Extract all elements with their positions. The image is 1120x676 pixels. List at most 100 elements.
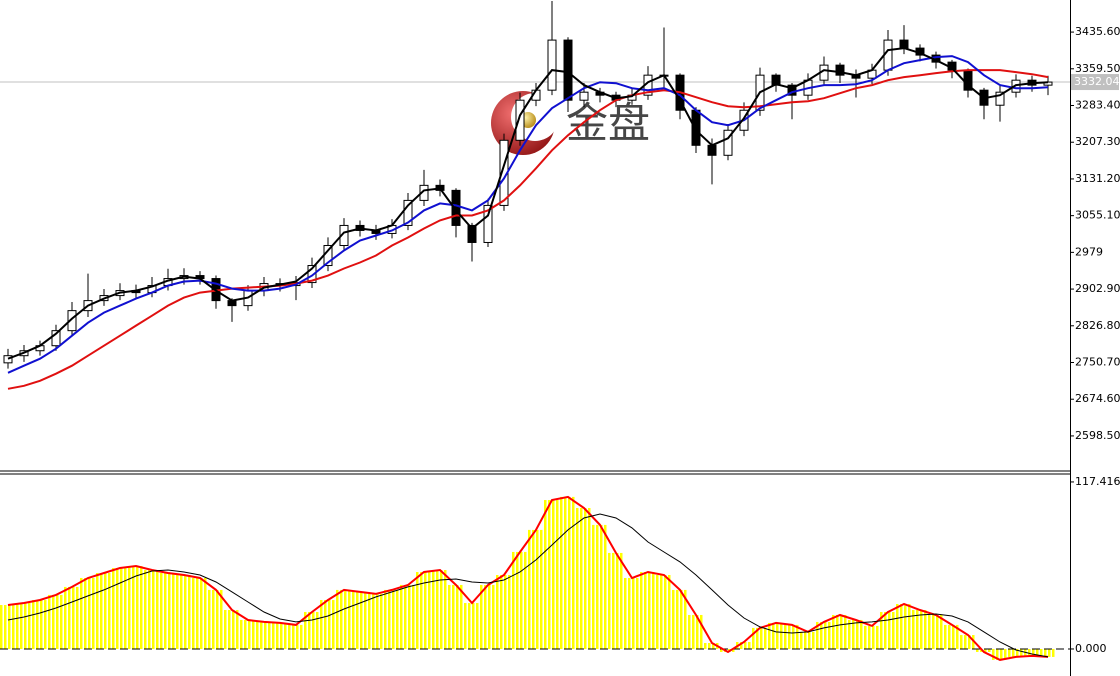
histogram-bar [64,586,80,649]
histogram-bar [624,577,640,649]
candle-body [67,310,77,332]
histogram-bar [928,614,944,649]
histogram-bar [32,600,48,649]
moving-average [7,47,1049,360]
histogram-bar [288,624,304,649]
candle-body [579,91,589,101]
histogram-bar [672,589,688,649]
histogram-bar [656,575,672,649]
histogram-bar [176,575,192,649]
candle-body [3,355,13,364]
candle-body [723,129,733,156]
y-tick-label: 2674.60 [1075,392,1120,405]
candle-body [451,189,461,226]
y-tick-label: 0.000 [1075,642,1107,655]
histogram-bar [992,648,1008,660]
histogram-bar [16,603,32,649]
candle-body [403,199,413,226]
candle-body [547,39,557,91]
histogram-bar [576,507,592,649]
histogram-bar [304,611,320,649]
histogram-bar [832,614,848,649]
histogram-bar [144,570,160,649]
candle-body [899,39,909,49]
histogram-bar [752,627,768,649]
histogram-bar [864,625,880,649]
histogram-bar [96,573,112,649]
histogram-bar [48,594,64,649]
histogram-bar [704,642,720,649]
y-tick-label: 3435.60 [1075,25,1120,38]
histogram-bar [1040,648,1056,657]
histogram-bar [464,603,480,649]
y-tick-label: 2979 [1075,245,1103,258]
candle-body [707,144,717,156]
histogram-bar [224,609,240,649]
histogram-bar [592,524,608,649]
moving-average [7,69,1049,390]
candle-body [467,224,477,243]
y-tick-label: 3055.10 [1075,209,1120,222]
histogram-bar [0,605,16,649]
histogram-bar [976,648,992,652]
histogram-bar [1024,648,1040,656]
histogram-bar [720,648,736,652]
histogram-bar [432,570,448,649]
current-price-label: 3332.04 [1074,75,1120,88]
histogram-bar [880,611,896,649]
candle-body [787,84,797,96]
y-tick-label: 3283.40 [1075,99,1120,112]
histogram-bar [160,573,176,649]
y-tick-label: 3359.50 [1075,62,1120,75]
candle-body [1043,81,1053,86]
histogram-bar [192,577,208,649]
y-tick-label: 2598.50 [1075,429,1120,442]
histogram-bar [528,529,544,649]
candle-body [691,109,701,146]
histogram-bar [112,568,128,649]
y-tick-label: 117.416 [1075,475,1120,488]
y-tick-label: 2750.70 [1075,356,1120,369]
candle-body [835,64,845,76]
histogram-bar [448,584,464,649]
y-tick-label: 3131.20 [1075,172,1120,185]
histogram-bar [784,624,800,649]
histogram-bar [736,642,752,649]
histogram-bar [1008,648,1024,657]
histogram-bar [256,621,272,649]
histogram-bar [512,551,528,649]
histogram-bar [944,624,960,649]
histogram-bar [368,593,384,649]
candle-body [563,39,573,101]
histogram-bar [384,589,400,649]
histogram-bar [688,614,704,649]
histogram-outline [7,495,1049,661]
histogram-bar [128,566,144,649]
histogram-bar [496,575,512,649]
histogram-bar [480,584,496,649]
y-tick-label: 2826.80 [1075,319,1120,332]
candle-body [483,204,493,243]
histogram-bar [352,591,368,649]
watermark-text: 金盘 [566,99,650,148]
histogram-bar [208,589,224,649]
y-tick-label: 2902.90 [1075,282,1120,295]
candle-body [51,330,61,347]
histogram-bar [400,584,416,649]
histogram-bar [640,572,656,649]
y-tick-label: 3207.30 [1075,135,1120,148]
current-price-box [1071,74,1119,91]
histogram-bar [320,600,336,649]
histogram-bar [416,572,432,649]
histogram-bar [544,500,560,649]
candle-body [339,224,349,247]
histogram-bar [896,604,912,649]
histogram-bar [336,589,352,649]
candle-body [995,91,1005,106]
candle-body [515,99,525,141]
histogram-bar [80,577,96,649]
histogram-bar [240,619,256,649]
histogram-bar [768,622,784,649]
signal-line [7,513,1049,658]
